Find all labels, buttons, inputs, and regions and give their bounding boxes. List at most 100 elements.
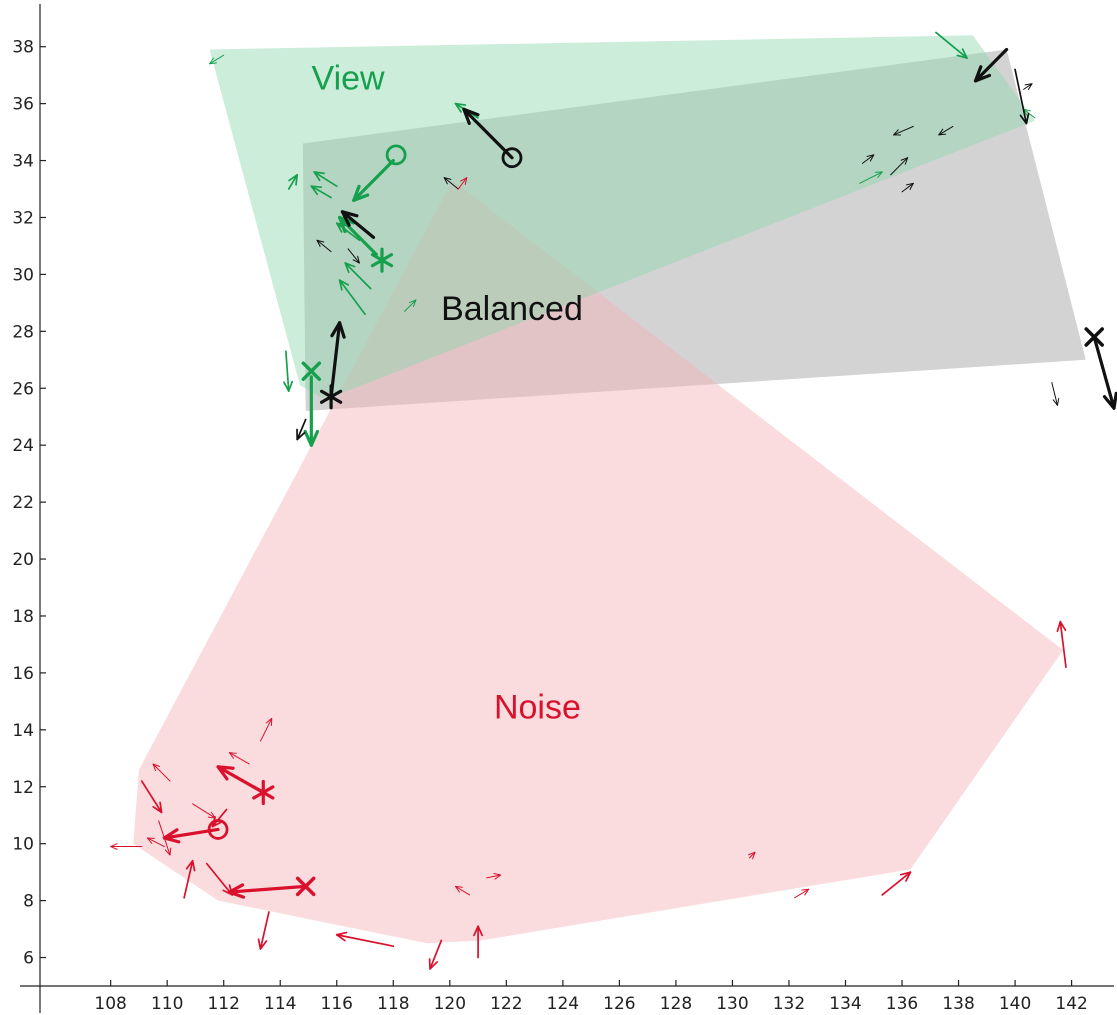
x-tick-label-124: 124 — [547, 994, 579, 1014]
arrow-view-11 — [310, 185, 332, 199]
x-tick-label-108: 108 — [94, 994, 126, 1014]
arrow-balanced-25 — [861, 154, 875, 164]
arrow-noise-51 — [228, 752, 250, 765]
y-tick-label-24: 24 — [12, 436, 34, 456]
y-tick-label-32: 32 — [12, 208, 34, 228]
arrow-balanced-29 — [1023, 83, 1033, 91]
y-tick-label-12: 12 — [12, 778, 34, 798]
regions-layer — [133, 35, 1086, 944]
x-tick-label-122: 122 — [490, 994, 522, 1014]
marker-balanced-circle — [501, 147, 523, 169]
arrow-view-5 — [335, 222, 361, 242]
arrow-noise-55 — [748, 851, 756, 860]
y-tick-label-22: 22 — [12, 493, 34, 513]
arrow-balanced-18 — [1092, 335, 1117, 410]
arrow-view-3 — [935, 31, 968, 59]
marker-balanced-star — [319, 384, 343, 410]
y-tick-label-36: 36 — [12, 95, 34, 115]
arrow-noise-57 — [457, 177, 468, 190]
marker-view-x — [301, 361, 322, 381]
x-tick-label-110: 110 — [151, 994, 183, 1014]
arrow-balanced-31 — [316, 239, 332, 253]
x-tick-label-128: 128 — [660, 994, 692, 1014]
y-tick-label-30: 30 — [12, 265, 34, 285]
region-label-view: View — [312, 59, 386, 97]
x-tick-label-140: 140 — [999, 994, 1031, 1014]
arrow-noise-41 — [257, 911, 270, 950]
arrow-view-7 — [338, 279, 366, 316]
arrow-view-0 — [352, 158, 395, 202]
x-tick-label-134: 134 — [829, 994, 861, 1014]
region-labels-layer: Balanced Noise View — [312, 59, 583, 726]
marker-balanced-x — [1084, 327, 1104, 347]
x-tick-label-112: 112 — [207, 994, 239, 1014]
region-noise — [133, 180, 1064, 944]
arrow-view-1 — [337, 215, 378, 257]
x-tick-label-142: 142 — [1055, 994, 1087, 1014]
arrow-view-12 — [404, 299, 417, 312]
region-balanced — [302, 49, 1086, 411]
marker-view-circle — [385, 144, 407, 166]
markers-layer — [207, 144, 1104, 897]
marker-view-star — [370, 247, 394, 273]
marker-noise-x — [295, 876, 316, 897]
y-tick-label-10: 10 — [12, 835, 34, 855]
arrow-noise-53 — [454, 885, 471, 896]
y-tick-label-16: 16 — [12, 664, 34, 684]
arrow-balanced-24 — [890, 157, 909, 176]
arrow-noise-44 — [205, 862, 234, 896]
arrow-noise-50 — [152, 763, 171, 782]
arrow-noise-37 — [881, 871, 912, 896]
y-tick-label-20: 20 — [12, 550, 34, 570]
marker-noise-star — [252, 779, 275, 806]
region-label-balanced: Balanced — [441, 290, 583, 328]
x-tick-label-116: 116 — [321, 994, 353, 1014]
arrow-balanced-30 — [347, 248, 360, 264]
arrow-noise-36 — [1056, 620, 1067, 669]
y-tick-label-26: 26 — [12, 379, 34, 399]
y-tick-label-6: 6 — [23, 949, 34, 969]
arrow-balanced-21 — [1014, 68, 1030, 125]
arrow-balanced-23 — [1051, 382, 1060, 406]
y-tick-label-38: 38 — [12, 38, 34, 58]
arrow-noise-52 — [259, 717, 273, 742]
arrow-view-2 — [303, 375, 320, 447]
arrow-view-13 — [859, 171, 883, 184]
x-tick-label-138: 138 — [942, 994, 974, 1014]
y-tick-label-28: 28 — [12, 322, 34, 342]
arrow-noise-49 — [146, 837, 165, 848]
arrow-balanced-22 — [296, 418, 307, 441]
x-tick-label-130: 130 — [716, 994, 748, 1014]
arrow-view-15 — [209, 54, 225, 65]
arrow-balanced-27 — [893, 125, 914, 136]
arrow-noise-42 — [183, 859, 196, 899]
arrow-balanced-19 — [973, 47, 1009, 83]
arrow-noise-47 — [158, 820, 172, 856]
x-tick-label-136: 136 — [886, 994, 918, 1014]
arrows-layer — [110, 31, 1117, 970]
marker-noise-circle — [207, 819, 229, 840]
x-tick-label-114: 114 — [264, 994, 296, 1014]
y-tick-label-34: 34 — [12, 152, 34, 172]
axes-layer: 6 8 10 12 14 16 18 20 22 24 26 28 30 32 34 36 38 108 110 11… — [12, 4, 1114, 1014]
arrow-noise-46 — [192, 803, 216, 819]
arrow-view-4 — [313, 171, 338, 188]
arrow-noise-43 — [140, 780, 163, 814]
arrow-balanced-28 — [938, 125, 954, 136]
arrow-view-6 — [344, 262, 372, 290]
arrow-balanced-20 — [340, 210, 376, 240]
x-tick-label-132: 132 — [773, 994, 805, 1014]
arrow-balanced-17 — [329, 321, 346, 399]
arrow-noise-48 — [110, 843, 143, 850]
x-tick-label-120: 120 — [434, 994, 466, 1014]
arrow-view-8 — [283, 350, 293, 392]
arrow-balanced-16 — [462, 107, 514, 160]
arrow-noise-54 — [486, 872, 502, 880]
y-tick-label-18: 18 — [12, 607, 34, 627]
y-tick-label-14: 14 — [12, 721, 34, 741]
arrow-noise-38 — [335, 931, 395, 948]
arrow-balanced-26 — [901, 182, 914, 193]
arrow-balanced-32 — [443, 177, 459, 190]
